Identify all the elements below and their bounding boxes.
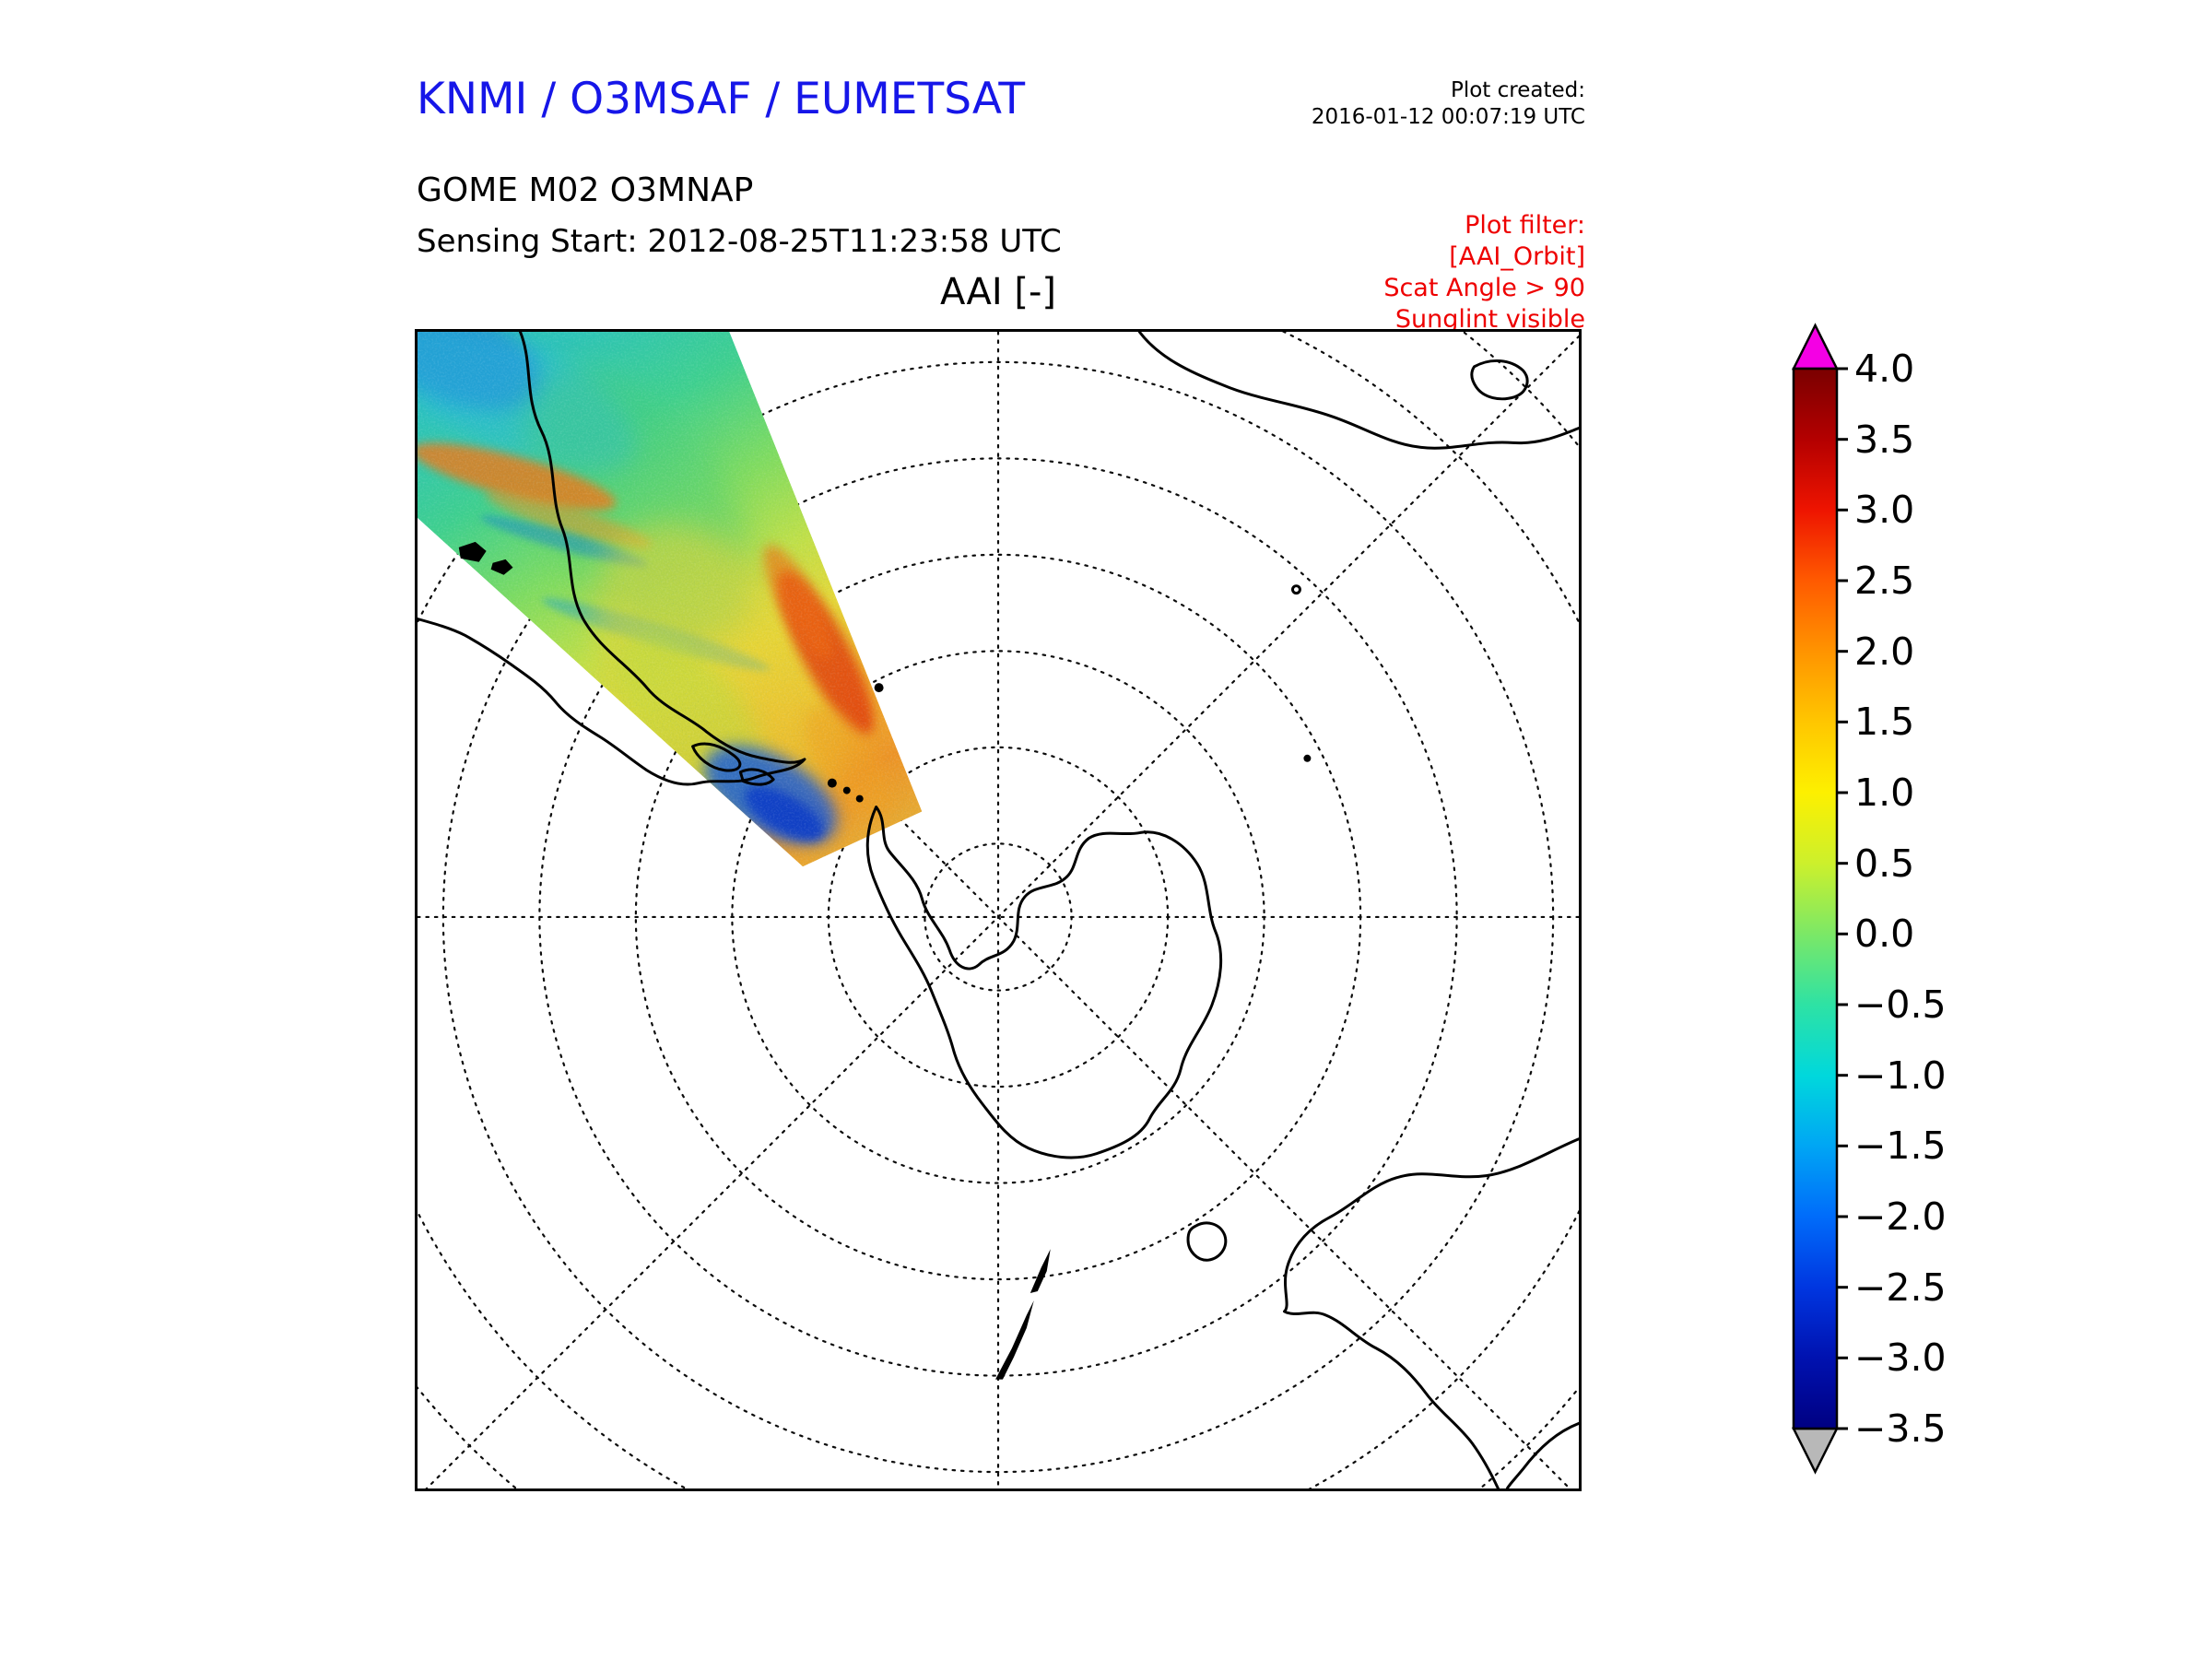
colorbar-tick-label: 4.0 [1854, 347, 1915, 391]
colorbar-tick-label: 0.0 [1854, 912, 1915, 956]
coast-australia [1283, 1137, 1579, 1488]
island-falklands [458, 541, 487, 562]
coast-madagascar [1470, 359, 1529, 401]
colorbar-tick-label: 1.5 [1854, 700, 1915, 744]
island-falklands [490, 559, 513, 575]
island-south-shetland [827, 778, 837, 788]
colorbar-tick-label: −0.5 [1854, 982, 1947, 1027]
colorbar-over-arrow [1791, 323, 1840, 371]
colorbar-tick-label: −2.0 [1854, 1194, 1947, 1239]
colorbar-tick-label: 2.0 [1854, 629, 1915, 674]
plot-filter-line: Plot filter: [1465, 211, 1585, 240]
plot-created-label: Plot created: [1450, 78, 1585, 102]
island-kerguelen [1303, 754, 1312, 762]
colorbar-tick-label: 1.0 [1854, 771, 1915, 815]
aai-swath [418, 332, 923, 867]
plot-created-value: 2016-01-12 00:07:19 UTC [1311, 105, 1585, 129]
colorbar-tick-label: 3.5 [1854, 418, 1915, 462]
colorbar-gradient [1792, 367, 1839, 1430]
coast-africa [1137, 332, 1579, 450]
graticule [418, 332, 1579, 1488]
coast-tierra-del-fuego [691, 742, 775, 786]
islands-filled [458, 541, 1312, 1380]
coast-australia-corner [1505, 1421, 1579, 1488]
colorbar [1791, 323, 1848, 1475]
colorbar-under-arrow [1791, 1427, 1840, 1475]
colorbar-tick-label: 3.0 [1854, 488, 1915, 532]
map-canvas [418, 332, 1579, 1488]
plot-filter-block: Plot filter: [AAI_Orbit] Scat Angle > 90… [1383, 210, 1585, 335]
plot-filter-line: Sunglint visible [1394, 305, 1585, 334]
plot-created-block: Plot created: 2016-01-12 00:07:19 UTC [1312, 77, 1585, 131]
island-nz-north [1030, 1249, 1051, 1294]
island-crozet [1290, 584, 1301, 595]
coast-antarctica [865, 806, 1223, 1159]
map-panel [415, 329, 1582, 1491]
colorbar-tick-label: 0.5 [1854, 841, 1915, 886]
map-title: AAI [-] [940, 271, 1056, 313]
sensing-start-line: Sensing Start: 2012-08-25T11:23:58 UTC [417, 223, 1062, 260]
colorbar-ticks [1837, 367, 1848, 1430]
island-south-shetland [855, 794, 864, 803]
coast-south-america [418, 332, 806, 786]
product-line: GOME M02 O3MNAP [417, 171, 754, 209]
island-south-shetland [842, 786, 851, 794]
coast-tasmania [1186, 1221, 1228, 1262]
colorbar-tick-label: −2.5 [1854, 1265, 1947, 1310]
colorbar-tick-label: −1.0 [1854, 1053, 1947, 1098]
colorbar-tick-label: −3.5 [1854, 1406, 1947, 1451]
colorbar-tick-label: −1.5 [1854, 1124, 1947, 1168]
colorbar-tick-label: 2.5 [1854, 559, 1915, 603]
org-title: KNMI / O3MSAF / EUMETSAT [417, 74, 1026, 124]
plot-filter-line: Scat Angle > 90 [1383, 274, 1585, 302]
island-south-georgia [874, 683, 884, 693]
island-nz-south [995, 1300, 1034, 1380]
colorbar-tick-label: −3.0 [1854, 1335, 1947, 1380]
plot-filter-line: [AAI_Orbit] [1449, 242, 1585, 271]
coastlines [418, 332, 1579, 1488]
